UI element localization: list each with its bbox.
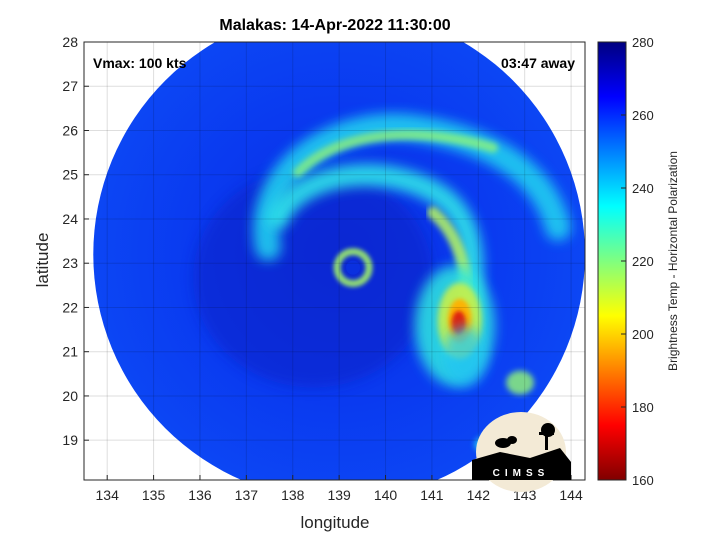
y-tick-label: 23 bbox=[62, 255, 78, 271]
colorbar-tick-label: 280 bbox=[632, 35, 654, 50]
x-tick-label: 140 bbox=[374, 487, 398, 503]
y-tick-label: 25 bbox=[62, 167, 78, 183]
colorbar-ticks: 160 180 200 220 240 260 280 bbox=[621, 35, 654, 488]
axes-box bbox=[83, 41, 586, 481]
grid-lines bbox=[84, 41, 585, 480]
outer-rainband-core bbox=[293, 129, 499, 178]
colorbar-tick-label: 200 bbox=[632, 327, 654, 342]
colorbar-tick-label: 240 bbox=[632, 181, 654, 196]
y-tick-label: 20 bbox=[62, 388, 78, 404]
x-axis-label: longitude bbox=[300, 513, 369, 532]
y-tick-label: 22 bbox=[62, 299, 78, 315]
time-away-annotation: 03:47 away bbox=[501, 55, 575, 71]
colorbar: 160 180 200 220 240 260 280 Brightness Temp - … bbox=[597, 35, 680, 488]
x-tick-label: 142 bbox=[467, 487, 491, 503]
y-tick-label: 27 bbox=[62, 78, 78, 94]
y-tick-label: 19 bbox=[62, 432, 78, 448]
chart-title: Malakas: 14-Apr-2022 11:30:00 bbox=[219, 17, 450, 34]
x-tick-label: 144 bbox=[559, 487, 583, 503]
x-axis: 134 135 136 137 138 139 140 141 142 143 144 bbox=[96, 475, 583, 503]
x-tick-label: 136 bbox=[188, 487, 212, 503]
x-tick-label: 139 bbox=[327, 487, 351, 503]
x-tick-label: 137 bbox=[235, 487, 259, 503]
y-tick-label: 24 bbox=[62, 211, 78, 227]
outer-rainband bbox=[253, 113, 572, 261]
colorbar-tick-label: 160 bbox=[632, 473, 654, 488]
y-tick-label: 28 bbox=[62, 34, 78, 50]
se-band bbox=[442, 326, 487, 387]
colorbar-label: Brightness Temp - Horizontal Polarizatio… bbox=[666, 151, 680, 371]
logo-tank bbox=[541, 423, 555, 437]
colorbar-tick-label: 260 bbox=[632, 108, 654, 123]
cimss-logo: CIMSS bbox=[472, 412, 571, 492]
y-axis: 19 20 21 22 23 24 25 26 27 28 bbox=[62, 34, 89, 448]
eye bbox=[346, 260, 361, 275]
logo-hills bbox=[472, 448, 571, 480]
logo-dish bbox=[495, 438, 511, 448]
x-tick-label: 135 bbox=[142, 487, 166, 503]
logo-text: CIMSS bbox=[493, 468, 550, 479]
x-tick-label: 134 bbox=[96, 487, 120, 503]
dark-core-region bbox=[193, 167, 434, 388]
eyewall bbox=[333, 248, 373, 288]
colorbar-tick-label: 220 bbox=[632, 254, 654, 269]
y-tick-label: 21 bbox=[62, 344, 78, 360]
y-tick-label: 26 bbox=[62, 122, 78, 138]
colorbar-tick-label: 180 bbox=[632, 400, 654, 415]
logo-tower-leg bbox=[545, 426, 548, 450]
x-tick-label: 141 bbox=[420, 487, 444, 503]
vmax-annotation: Vmax: 100 kts bbox=[93, 55, 187, 71]
logo-dish-2 bbox=[507, 436, 517, 444]
se-convective-cell bbox=[506, 370, 535, 395]
x-tick-label: 138 bbox=[281, 487, 305, 503]
y-axis-label: latitude bbox=[33, 233, 52, 288]
